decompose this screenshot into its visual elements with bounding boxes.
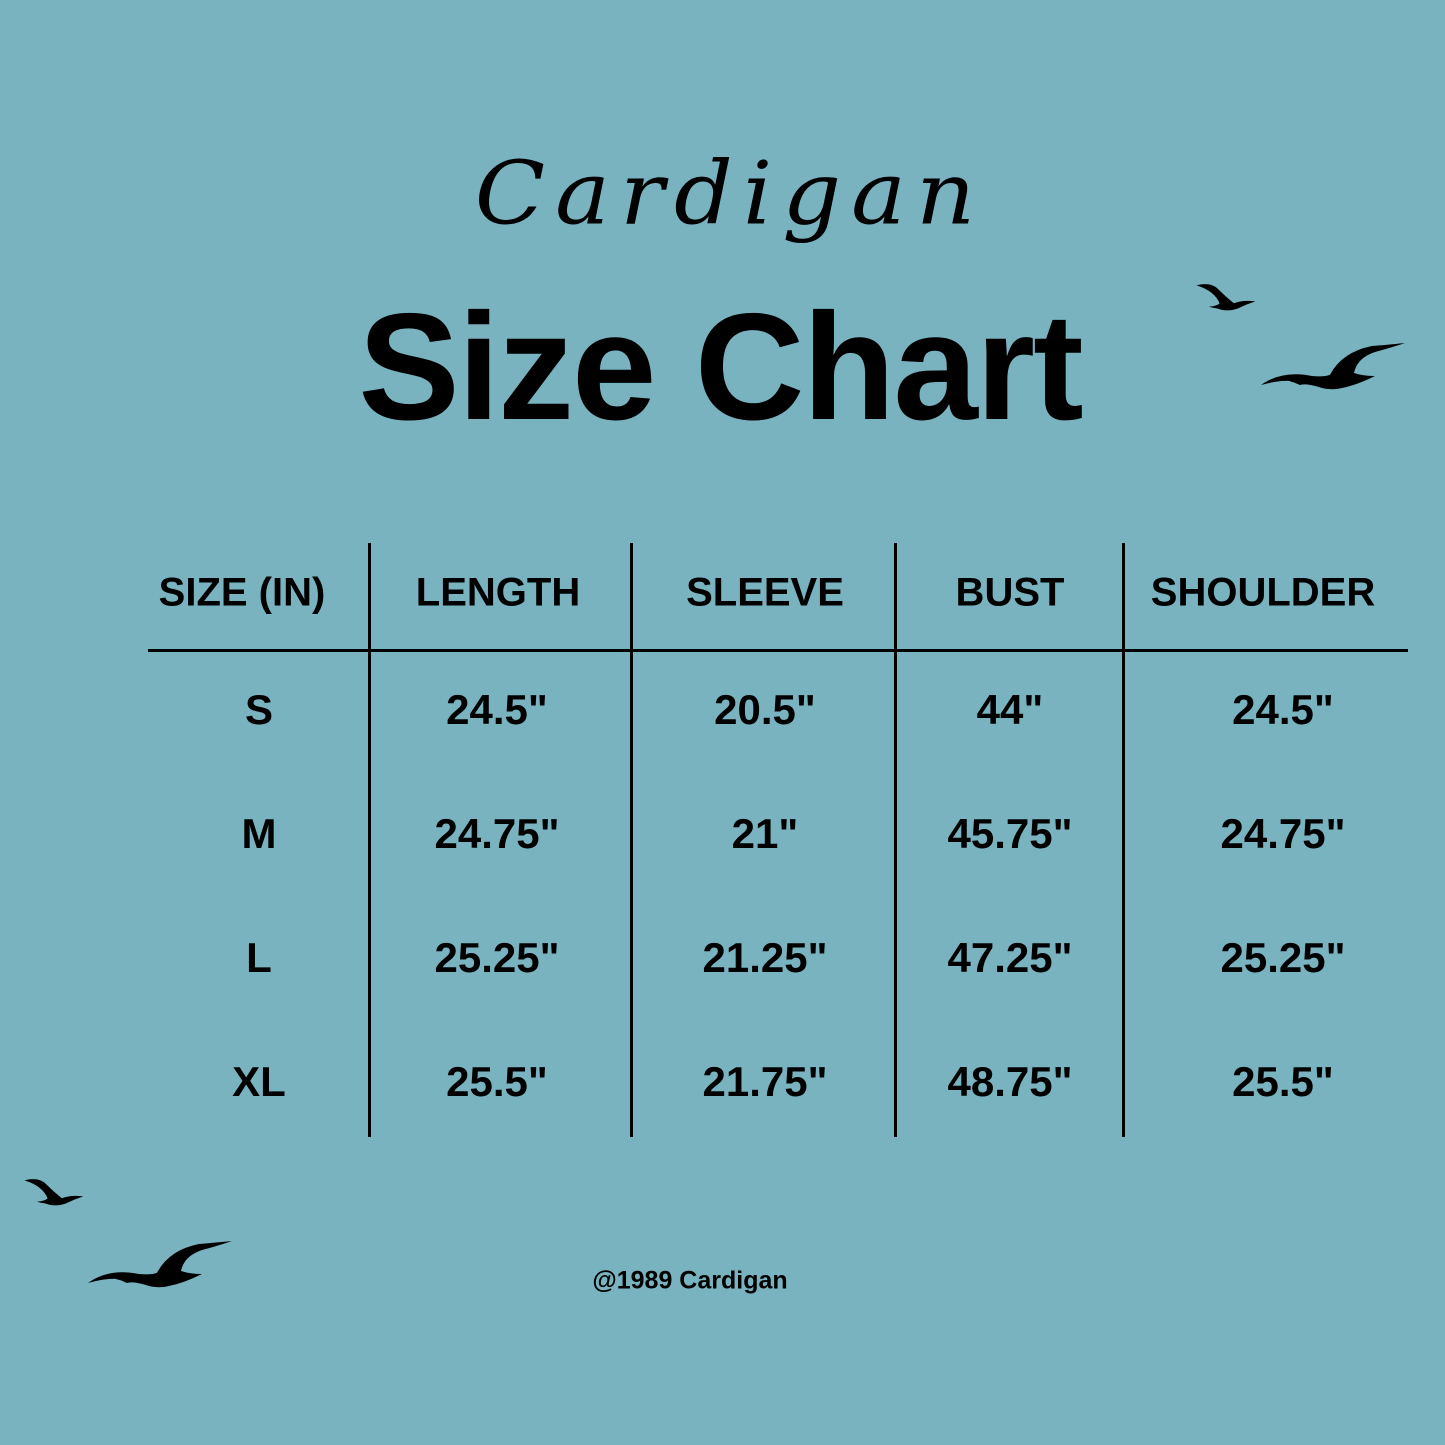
- measurement-cell: 21": [731, 810, 799, 857]
- seagull-icon: [24, 1179, 84, 1206]
- measurement-cell: 24.5": [1232, 686, 1334, 733]
- measurement-cell: 44": [976, 686, 1044, 733]
- measurement-cell: 24.75": [434, 810, 560, 857]
- column-divider: [1122, 543, 1125, 1137]
- size-label: XL: [232, 1058, 286, 1105]
- column-header: SLEEVE: [686, 570, 844, 615]
- column-header: SIZE (IN): [158, 570, 326, 615]
- measurement-cell: 21.25": [702, 934, 828, 981]
- measurement-cell: 21.75": [702, 1058, 828, 1105]
- measurement-cell: 20.5": [714, 686, 816, 733]
- column-header: LENGTH: [415, 570, 581, 615]
- measurement-cell: 24.5": [446, 686, 548, 733]
- seagull-icon: [1261, 343, 1405, 390]
- size-label: S: [244, 686, 274, 733]
- size-label: L: [246, 934, 272, 981]
- column-divider: [368, 543, 371, 1137]
- page-title: Size Chart: [358, 282, 1083, 452]
- measurement-cell: 48.75": [947, 1058, 1073, 1105]
- column-header: SHOULDER: [1150, 570, 1376, 615]
- measurement-cell: 24.75": [1220, 810, 1346, 857]
- column-divider: [630, 543, 633, 1137]
- script-title: Cardigan: [474, 142, 986, 245]
- measurement-cell: 47.25": [947, 934, 1073, 981]
- measurement-cell: 25.5": [1232, 1058, 1334, 1105]
- column-divider: [894, 543, 897, 1137]
- size-label: M: [241, 810, 277, 857]
- measurement-cell: 25.25": [434, 934, 560, 981]
- measurement-cell: 25.5": [446, 1058, 548, 1105]
- measurement-cell: 45.75": [947, 810, 1073, 857]
- header-divider: [148, 649, 1408, 652]
- measurement-cell: 25.25": [1220, 934, 1346, 981]
- footer-credit: @1989 Cardigan: [592, 1266, 788, 1295]
- seagull-icon: [1196, 284, 1256, 311]
- column-header: BUST: [955, 570, 1065, 615]
- seagull-icon: [88, 1241, 232, 1288]
